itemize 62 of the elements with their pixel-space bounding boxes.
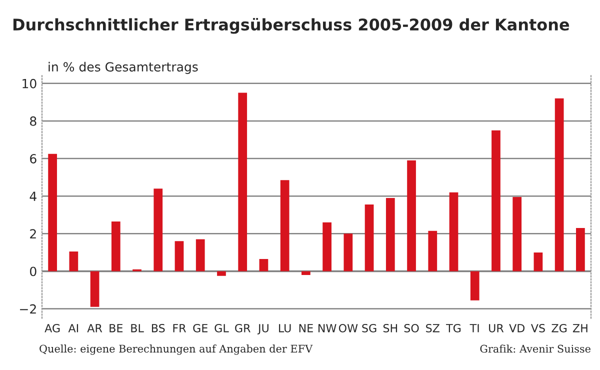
y-axis-title: in % des Gesamtertrags (48, 62, 198, 74)
x-tick-label: NW (318, 324, 336, 332)
y-tick-label: 0 (30, 266, 36, 276)
bar (322, 222, 332, 272)
bar (554, 98, 564, 272)
bar (154, 188, 163, 272)
text: Grafik: Avenir Suisse (480, 344, 590, 353)
x-tick-label: VS (530, 324, 545, 332)
x-tick-label: BL (131, 324, 144, 332)
x-tick-label: TI (470, 324, 479, 332)
x-tick-label: SO (404, 324, 419, 332)
bar (407, 160, 416, 272)
x-tick-label: NE (299, 324, 313, 332)
bar (111, 221, 120, 272)
y-tick-label: 2 (30, 229, 36, 238)
y-tick-label: 8 (30, 116, 36, 126)
y-tick-label: 4 (30, 192, 36, 201)
bar (534, 252, 543, 272)
x-tick-label: BS (152, 324, 165, 332)
x-tick-label: SH (383, 324, 398, 332)
bar (238, 92, 248, 272)
x-tick-label: FR (173, 324, 186, 332)
x-tick-label: TG (446, 324, 461, 332)
bar (90, 271, 100, 307)
y-tick-label: −2 (20, 304, 36, 314)
x-tick-label: JU (257, 324, 268, 334)
x-tick-label: ZG (552, 324, 567, 332)
bar (386, 198, 395, 272)
bar (174, 241, 184, 272)
bar (196, 239, 205, 272)
bar (449, 192, 458, 272)
bar (48, 154, 57, 272)
bar (428, 230, 438, 272)
bar (217, 271, 226, 276)
x-tick-label: GR (235, 324, 250, 332)
x-tick-label: UR (489, 324, 504, 332)
bar (492, 130, 500, 272)
bar (576, 228, 585, 272)
x-tick-label: OW (338, 324, 358, 332)
x-tick-label: SG (362, 324, 376, 332)
x-tick-label: AG (44, 324, 60, 332)
x-tick-label: GE (193, 324, 208, 332)
source-note: Quelle: eigene Berechnungen auf Angaben der EFV (40, 344, 313, 355)
bar (364, 204, 374, 272)
bar (302, 271, 310, 275)
bar (280, 180, 290, 272)
x-tick-label: VD (509, 324, 525, 332)
x-tick-label: BE (110, 324, 123, 332)
x-tick-label: AI (68, 324, 78, 332)
chart-title: Durchschnittlicher Ertragsüberschuss 2005-2009 der Kantone (13, 18, 570, 34)
bar (344, 234, 353, 272)
x-tick-label: AR (87, 324, 102, 332)
x-tick-label: ZH (572, 324, 588, 332)
y-tick-label: 10 (22, 78, 36, 88)
bar (259, 259, 268, 272)
y-tick-label: 6 (30, 154, 36, 164)
x-tick-label: SZ (426, 324, 440, 332)
bar (69, 252, 78, 272)
bar (512, 197, 522, 272)
x-tick-label: LU (279, 324, 291, 332)
bar (470, 271, 480, 300)
x-tick-label: GL (214, 324, 229, 332)
